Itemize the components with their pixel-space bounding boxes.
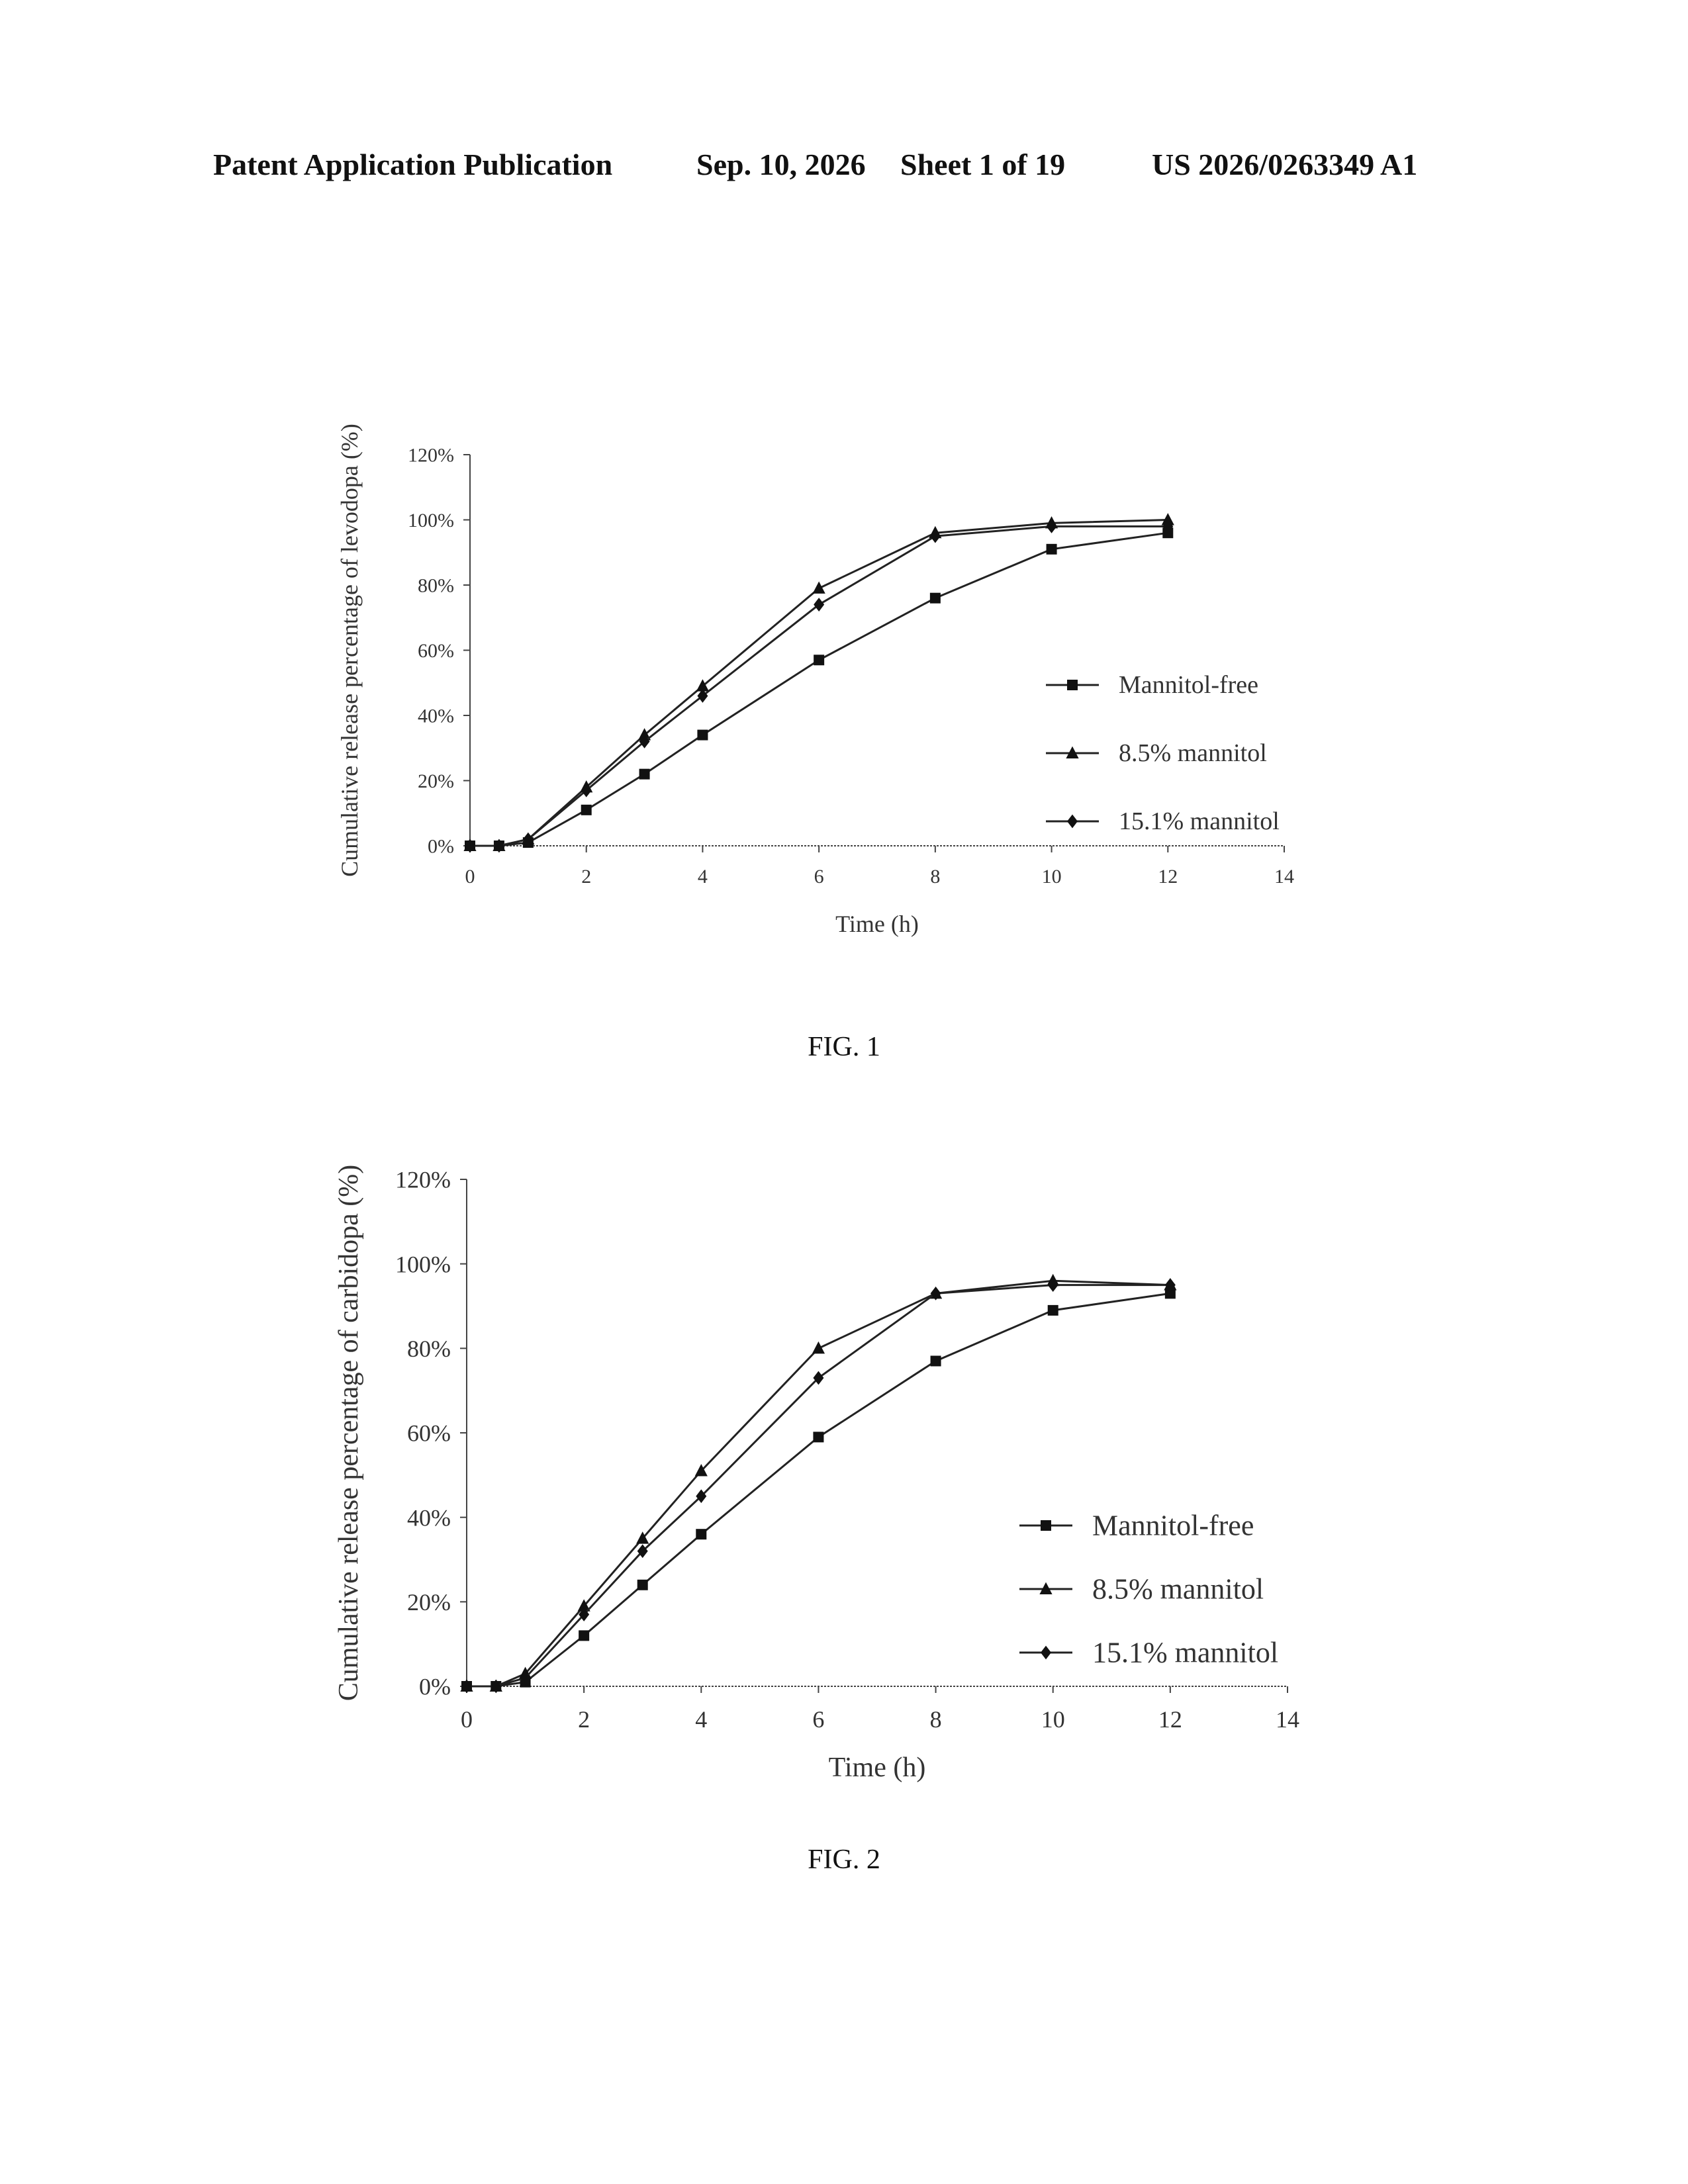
y-tick-label: 60% [418,640,454,662]
legend-marker [1041,1520,1051,1531]
x-tick-label: 14 [1274,866,1294,887]
page-header: Patent Application Publication Sep. 10, … [0,147,1688,187]
data-point [812,1342,825,1353]
carbidopa-release-chart: 0% 20% 40% 60% 80% 100% 120% 0 2 4 6 8 10 12 14 Time (h… [318,1125,1350,1787]
x-tick-label: 8 [930,1706,942,1733]
x-tick-label: 0 [465,866,475,887]
x-tick-label: 2 [578,1706,590,1733]
legend-label: 15.1% mannitol [1119,807,1280,835]
y-axis-title: Cumulative release percentage of levodop… [336,424,363,877]
y-tick-label: 0% [419,1674,451,1700]
sheet-number: Sheet 1 of 19 [900,147,1065,182]
data-point [814,598,824,612]
data-point [637,1580,648,1590]
x-axis-title: Time (h) [835,911,919,937]
data-point [579,1630,589,1641]
legend-marker [1041,1646,1051,1660]
data-point [581,805,592,815]
y-tick-label: 20% [407,1589,451,1615]
data-point [930,593,941,604]
data-point [1048,1305,1058,1316]
x-tick-label: 0 [461,1706,473,1733]
y-tick-label: 80% [407,1336,451,1362]
legend-marker [1067,680,1078,690]
data-point [696,1529,706,1539]
x-tick-label: 8 [930,866,940,887]
data-point [930,529,941,543]
publication-type: Patent Application Publication [213,147,612,182]
series-diamond [461,1278,1176,1693]
y-tick-label: 0% [428,836,454,858]
y-tick-label: 40% [418,705,454,727]
data-point [814,655,824,665]
data-point [697,730,708,741]
y-tick-label: 40% [407,1504,451,1531]
data-point [813,582,825,594]
x-tick-label: 10 [1041,1706,1065,1733]
x-tick-label: 4 [698,866,708,887]
x-tick-label: 10 [1042,866,1062,887]
data-point [931,1355,941,1366]
y-axis-title: Cumulative release percentage of carbido… [334,1165,364,1701]
x-tick-label: 12 [1158,866,1178,887]
figure-1-caption: FIG. 1 [0,1031,1688,1063]
publication-number: US 2026/0263349 A1 [1152,147,1417,182]
data-point [639,769,650,780]
y-tick-label: 60% [407,1420,451,1447]
legend-label: 15.1% mannitol [1092,1636,1278,1668]
series-line [470,520,1168,846]
y-tick-label: 20% [418,770,454,792]
x-tick-label: 14 [1276,1706,1299,1733]
y-tick-label: 120% [408,445,454,467]
data-point [1047,544,1057,555]
legend-label: Mannitol-free [1092,1509,1254,1541]
y-tick-label: 80% [418,575,454,597]
y-tick-label: 100% [395,1251,451,1277]
legend-label: 8.5% mannitol [1119,739,1267,767]
figure-2-caption: FIG. 2 [0,1844,1688,1876]
levodopa-release-chart: 0% 20% 40% 60% 80% 100% 120% 0 2 4 6 8 10 12 14 Time (h… [318,384,1350,979]
series-diamond [465,520,1173,852]
series-triangle [460,1274,1176,1692]
y-tick-label: 120% [395,1167,451,1193]
x-tick-label: 12 [1158,1706,1182,1733]
legend-label: 8.5% mannitol [1092,1572,1264,1605]
y-tick-label: 100% [408,510,454,531]
x-axis-title: Time (h) [829,1752,926,1783]
x-tick-label: 6 [812,1706,824,1733]
legend-label: Mannitol-free [1119,671,1258,699]
legend-marker [1067,815,1078,829]
data-point [813,1432,823,1442]
x-tick-label: 4 [695,1706,707,1733]
x-tick-label: 2 [581,866,591,887]
data-point [581,784,592,797]
publication-date: Sep. 10, 2026 [696,147,866,182]
x-tick-label: 6 [814,866,824,887]
data-point [1047,520,1057,533]
